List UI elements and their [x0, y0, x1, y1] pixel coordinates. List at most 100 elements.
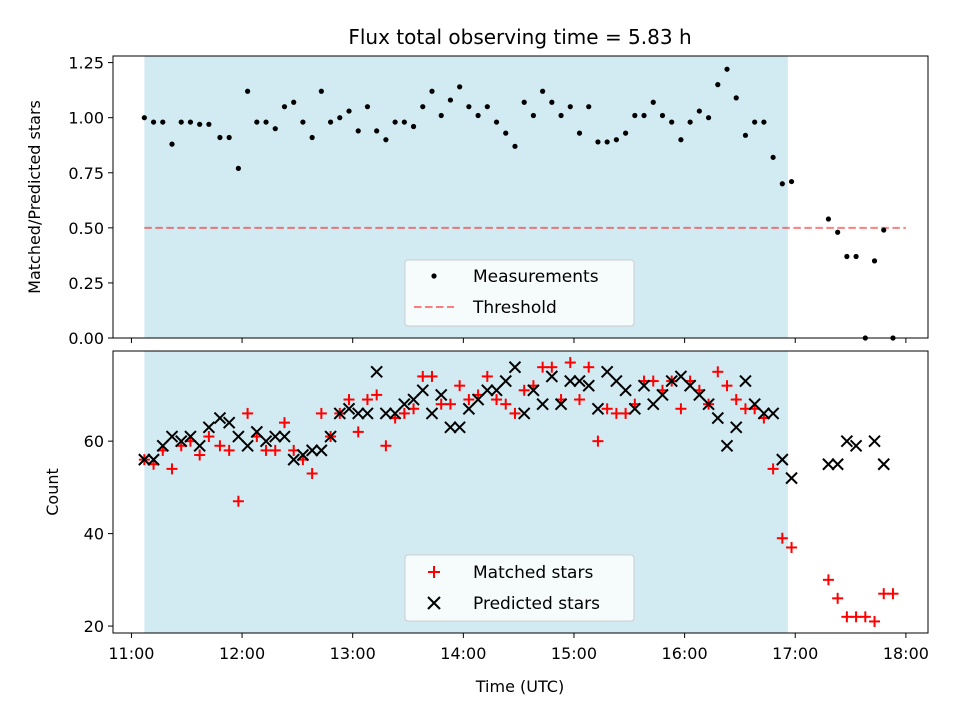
measurement-point: [835, 229, 841, 235]
measurement-point: [540, 88, 546, 94]
predicted-star-point: [610, 374, 623, 388]
top-legend: Measurements Threshold: [404, 259, 635, 327]
predicted-star-point: [398, 397, 411, 411]
matched-star-point: [435, 398, 447, 410]
measurement-point: [613, 137, 619, 143]
measurement-point: [346, 108, 352, 114]
predicted-star-point: [250, 425, 264, 439]
measurement-point: [401, 119, 407, 125]
matched-star-point: [887, 588, 899, 600]
predicted-star-point: [481, 384, 494, 397]
matched-star-point: [491, 394, 503, 406]
predicted-star-point: [202, 421, 216, 434]
measurement-point: [447, 97, 454, 103]
predicted-star-point: [711, 411, 725, 425]
measurement-point: [844, 253, 850, 260]
predicted-star-point: [656, 388, 669, 402]
matched-star-point: [214, 440, 226, 452]
measurement-point: [383, 137, 389, 143]
predicted-star-point: [766, 407, 780, 420]
predicted-star-point: [407, 393, 420, 406]
measurement-point: [558, 112, 564, 119]
measurement-point: [576, 130, 583, 136]
measurement-point: [623, 130, 629, 136]
measurement-point: [429, 88, 435, 94]
predicted-star-point: [582, 379, 595, 392]
top-y-tick-label: 1.00: [68, 109, 104, 128]
predicted-star-point: [683, 379, 697, 392]
matched-star-point: [278, 417, 290, 429]
matched-star-point: [260, 444, 272, 456]
top-y-tick-label: 0.50: [68, 219, 104, 238]
predicted-star-point: [619, 384, 632, 397]
top-ylabel: Matched/Predicted stars: [25, 100, 44, 294]
measurement-point: [742, 132, 749, 138]
predicted-star-point: [462, 402, 476, 415]
predicted-star-point: [776, 453, 789, 466]
x-tick-label: 17:00: [772, 644, 818, 663]
measurement-point: [160, 119, 166, 125]
matched-star-point: [398, 407, 410, 419]
measurement-point: [150, 119, 157, 125]
measurement-point: [825, 216, 832, 222]
matched-star-point: [509, 407, 521, 419]
predicted-star-point: [600, 365, 614, 379]
measurement-point: [291, 99, 297, 105]
predicted-star-point: [647, 397, 660, 411]
measurements-legend-marker: [431, 273, 437, 279]
predicted-star-point: [499, 374, 512, 388]
predicted-star-point: [416, 384, 429, 397]
matched-star-point: [518, 384, 530, 396]
measurement-point: [761, 119, 767, 125]
predicted-star-point: [435, 388, 448, 402]
predicted-star-point: [361, 407, 374, 420]
matched-star-point: [315, 407, 327, 419]
matched-star-point: [352, 426, 364, 438]
x-tick-label: 14:00: [440, 644, 486, 663]
measurement-point: [235, 165, 241, 171]
measurement-point: [705, 115, 712, 121]
measurement-point: [281, 104, 288, 110]
measurement-point: [586, 104, 592, 110]
x-tick-label: 16:00: [662, 644, 708, 663]
matched-star-point: [426, 370, 438, 382]
predicted-star-point: [674, 370, 688, 383]
predicted-star-point: [156, 439, 169, 452]
matched-legend-label: Matched stars: [473, 563, 593, 583]
matched-star-point: [822, 574, 834, 586]
matched-star-point: [859, 611, 871, 623]
measurement-point: [530, 112, 537, 119]
predicted-star-point: [175, 434, 188, 448]
x-tick-label: 12:00: [219, 644, 265, 663]
predicted-star-point: [471, 393, 485, 406]
matched-star-point: [194, 449, 206, 461]
measurement-point: [881, 227, 887, 233]
top-y-tick-label: 1.25: [68, 54, 104, 73]
measurement-point: [788, 178, 795, 185]
predicted-star-point: [193, 439, 206, 452]
x-tick-label: 15:00: [551, 644, 597, 663]
predicted-star-point: [278, 430, 291, 443]
measurement-point: [659, 112, 666, 119]
bottom-y-tick-label: 60: [84, 432, 104, 451]
matched-star-point: [223, 444, 235, 456]
predicted-star-point: [564, 374, 577, 388]
predicted-star-point: [591, 402, 605, 415]
bottom-legend: Matched stars Predicted stars: [404, 554, 635, 622]
measurement-point: [337, 115, 343, 121]
chart-title: Flux total observing time = 5.83 h: [348, 25, 691, 49]
matched-star-point: [878, 588, 890, 600]
predicted-legend-marker: [427, 596, 441, 610]
measurement-point: [669, 119, 675, 125]
predicted-star-point: [453, 421, 466, 434]
matched-star-point: [850, 611, 862, 623]
measurement-point: [521, 99, 527, 105]
predicted-star-point: [333, 407, 347, 420]
measurement-point: [392, 119, 398, 125]
matched-star-point: [463, 394, 475, 406]
predicted-star-point: [665, 374, 678, 388]
matched-star-point: [786, 541, 798, 553]
predicted-star-point: [545, 370, 559, 383]
measurement-point: [226, 134, 232, 141]
